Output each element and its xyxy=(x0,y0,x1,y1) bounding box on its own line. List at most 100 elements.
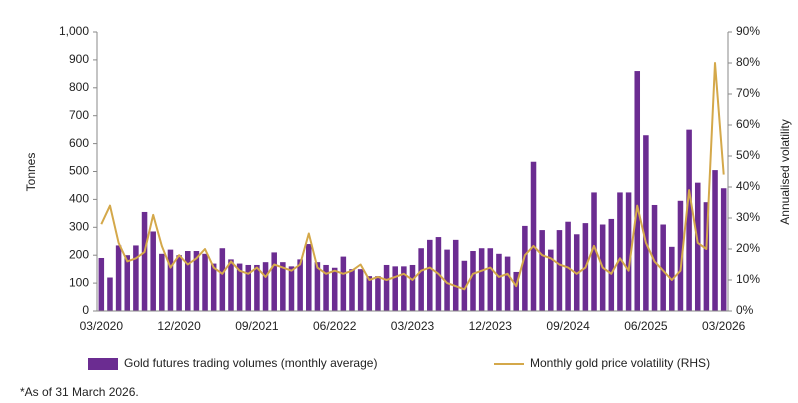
bar xyxy=(409,264,416,311)
bar xyxy=(228,259,234,311)
bar xyxy=(107,277,113,311)
bar xyxy=(357,269,364,311)
y-tick-label: 400 xyxy=(69,192,89,206)
x-tick-label: 03/2026 xyxy=(702,319,746,333)
bar xyxy=(478,248,485,311)
bar xyxy=(271,252,277,311)
line xyxy=(100,62,725,291)
bar xyxy=(418,248,424,311)
bar xyxy=(660,224,666,311)
bar xyxy=(280,262,286,311)
bar xyxy=(323,264,329,311)
bar xyxy=(340,256,347,311)
bar xyxy=(617,192,623,311)
bar xyxy=(167,249,174,311)
bar xyxy=(98,257,105,311)
bar xyxy=(643,135,649,311)
bar xyxy=(720,188,727,311)
x-tick-label: 12/2020 xyxy=(157,319,201,333)
bar xyxy=(176,255,182,311)
y-tick-label: 300 xyxy=(69,219,89,233)
legend-label: Monthly gold price volatility (RHS) xyxy=(530,356,710,370)
y-tick-label: 0 xyxy=(82,303,89,317)
bar xyxy=(331,267,338,311)
y2-axis-title: Annualised volatility xyxy=(778,119,792,224)
bar xyxy=(124,255,131,311)
y-tick-label: 700 xyxy=(69,108,89,122)
bar xyxy=(470,251,476,311)
bar xyxy=(677,200,684,311)
legend-swatch xyxy=(88,358,118,370)
bar xyxy=(513,271,519,311)
bar xyxy=(141,211,148,311)
bar xyxy=(150,231,156,311)
bar xyxy=(288,266,295,311)
bar xyxy=(539,230,545,311)
bar xyxy=(219,248,226,311)
y2-tick-label: 80% xyxy=(736,55,760,69)
bar xyxy=(522,225,528,311)
bar xyxy=(184,251,191,311)
bar xyxy=(548,249,554,311)
bar xyxy=(504,256,511,311)
bar xyxy=(297,259,303,311)
y2-tick-label: 60% xyxy=(736,117,760,131)
bar xyxy=(427,239,433,311)
bar xyxy=(202,253,208,311)
bar xyxy=(703,202,710,311)
x-tick-label: 09/2024 xyxy=(546,319,590,333)
x-tick-label: 03/2023 xyxy=(391,319,435,333)
bar xyxy=(444,249,450,311)
bar xyxy=(133,245,139,311)
bar xyxy=(383,264,390,311)
bar xyxy=(487,248,494,311)
bar xyxy=(375,276,381,311)
bar xyxy=(314,262,321,311)
bar xyxy=(210,263,217,311)
bar xyxy=(686,129,692,311)
x-tick-label: 06/2025 xyxy=(624,319,668,333)
y2-tick-label: 30% xyxy=(736,210,760,224)
y2-tick-label: 90% xyxy=(736,24,760,38)
x-tick-label: 12/2023 xyxy=(469,319,513,333)
footnote: *As of 31 March 2026. xyxy=(20,385,139,399)
y-tick-label: 200 xyxy=(69,247,89,261)
bar xyxy=(245,264,252,311)
bar xyxy=(262,262,269,311)
x-tick-label: 03/2020 xyxy=(80,319,124,333)
bar xyxy=(159,253,165,311)
x-tick-label: 09/2021 xyxy=(235,319,279,333)
bar xyxy=(556,230,563,311)
bar xyxy=(591,192,597,311)
legend-label: Gold futures trading volumes (monthly av… xyxy=(124,356,377,370)
y-tick-label: 800 xyxy=(69,80,89,94)
bar xyxy=(608,218,615,311)
y-tick-label: 1,000 xyxy=(59,24,89,38)
x-tick-label: 06/2022 xyxy=(313,319,357,333)
bar xyxy=(461,260,468,311)
y2-tick-label: 40% xyxy=(736,179,760,193)
bar xyxy=(496,253,502,311)
y2-tick-label: 20% xyxy=(736,241,760,255)
y-tick-label: 600 xyxy=(69,136,89,150)
bar xyxy=(625,192,632,311)
bar xyxy=(634,71,641,311)
bar xyxy=(193,251,200,311)
bar xyxy=(254,264,260,311)
bar xyxy=(401,266,407,311)
y2-tick-label: 70% xyxy=(736,86,760,100)
y2-tick-label: 10% xyxy=(736,272,760,286)
bar xyxy=(694,182,701,311)
bar xyxy=(392,266,398,311)
bar xyxy=(115,245,122,311)
y-axis-title: Tonnes xyxy=(24,153,38,192)
bar xyxy=(530,161,537,311)
bar xyxy=(366,276,373,311)
y2-tick-label: 50% xyxy=(736,148,760,162)
y-tick-label: 100 xyxy=(69,275,89,289)
bar xyxy=(712,170,718,311)
y2-tick-label: 0% xyxy=(736,303,754,317)
bar xyxy=(306,244,312,311)
bar xyxy=(349,269,355,311)
